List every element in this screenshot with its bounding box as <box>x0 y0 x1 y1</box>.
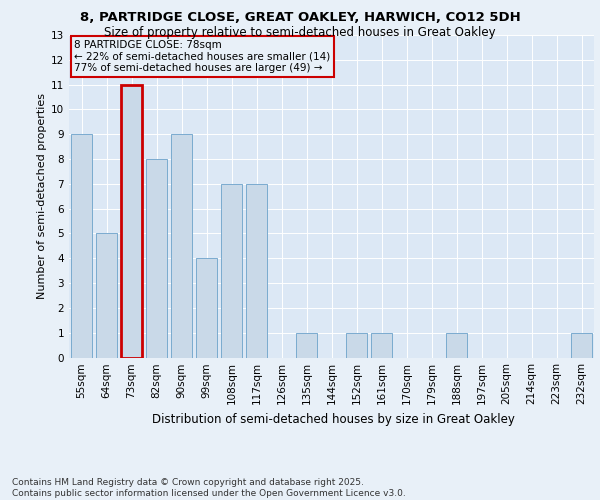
Bar <box>371 332 392 357</box>
Bar <box>171 134 192 358</box>
Text: Contains HM Land Registry data © Crown copyright and database right 2025.
Contai: Contains HM Land Registry data © Crown c… <box>12 478 406 498</box>
Bar <box>96 234 117 358</box>
Text: Distribution of semi-detached houses by size in Great Oakley: Distribution of semi-detached houses by … <box>152 412 514 426</box>
Bar <box>446 332 467 357</box>
Bar <box>246 184 267 358</box>
Bar <box>196 258 217 358</box>
Text: 8, PARTRIDGE CLOSE, GREAT OAKLEY, HARWICH, CO12 5DH: 8, PARTRIDGE CLOSE, GREAT OAKLEY, HARWIC… <box>80 11 520 24</box>
Bar <box>571 332 592 357</box>
Bar <box>146 159 167 358</box>
Text: 8 PARTRIDGE CLOSE: 78sqm
← 22% of semi-detached houses are smaller (14)
77% of s: 8 PARTRIDGE CLOSE: 78sqm ← 22% of semi-d… <box>74 40 331 73</box>
Bar <box>71 134 92 358</box>
Bar <box>346 332 367 357</box>
Bar <box>221 184 242 358</box>
Text: Size of property relative to semi-detached houses in Great Oakley: Size of property relative to semi-detach… <box>104 26 496 39</box>
Bar <box>121 84 142 357</box>
Y-axis label: Number of semi-detached properties: Number of semi-detached properties <box>37 93 47 299</box>
Bar <box>296 332 317 357</box>
